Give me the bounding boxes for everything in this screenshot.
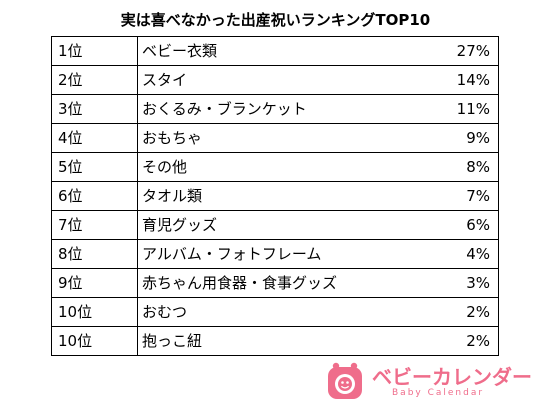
table-row: 8位 アルバム・フォトフレーム 4% xyxy=(51,239,499,269)
table-row: 4位 おもちゃ 9% xyxy=(51,123,499,153)
table-row: 1位 ベビー衣類 27% xyxy=(51,36,499,66)
ranking-table-body: 1位 ベビー衣類 27% 2位 スタイ 14% 3位 おくるみ・ブランケット 11% 4位 おもちゃ… xyxy=(51,36,499,356)
table-row: 10位 抱っこ紐 2% xyxy=(51,326,499,356)
brand-logo: ベビーカレンダー Baby Calendar xyxy=(326,357,532,405)
percent-cell: 7% xyxy=(390,181,499,211)
item-cell: 赤ちゃん用食器・食事グッズ xyxy=(137,268,390,298)
baby-calendar-logo-icon xyxy=(328,362,362,399)
percent-cell: 27% xyxy=(390,36,499,66)
percent-cell: 6% xyxy=(390,210,499,240)
percent-cell: 2% xyxy=(390,297,499,327)
percent-cell: 11% xyxy=(390,94,499,124)
item-cell: アルバム・フォトフレーム xyxy=(137,239,390,269)
item-cell: タオル類 xyxy=(137,181,390,211)
rank-cell: 9位 xyxy=(51,268,138,298)
percent-cell: 3% xyxy=(390,268,499,298)
percent-cell: 4% xyxy=(390,239,499,269)
rank-cell: 2位 xyxy=(51,65,138,95)
rank-cell: 5位 xyxy=(51,152,138,182)
item-cell: 育児グッズ xyxy=(137,210,390,240)
rank-cell: 10位 xyxy=(51,326,138,356)
item-cell: 抱っこ紐 xyxy=(137,326,390,356)
item-cell: ベビー衣類 xyxy=(137,36,390,66)
table-row: 3位 おくるみ・ブランケット 11% xyxy=(51,94,499,124)
item-cell: おもちゃ xyxy=(137,123,390,153)
table-row: 7位 育児グッズ 6% xyxy=(51,210,499,240)
logo-main-text: ベビーカレンダー xyxy=(372,365,532,389)
logo-sub-text: Baby Calendar xyxy=(392,388,485,398)
rank-cell: 4位 xyxy=(51,123,138,153)
item-cell: その他 xyxy=(137,152,390,182)
table-row: 5位 その他 8% xyxy=(51,152,499,182)
rank-cell: 3位 xyxy=(51,94,138,124)
table-row: 10位 おむつ 2% xyxy=(51,297,499,327)
rank-cell: 1位 xyxy=(51,36,138,66)
rank-cell: 6位 xyxy=(51,181,138,211)
table-row: 9位 赤ちゃん用食器・食事グッズ 3% xyxy=(51,268,499,298)
rank-cell: 8位 xyxy=(51,239,138,269)
item-cell: スタイ xyxy=(137,65,390,95)
rank-cell: 7位 xyxy=(51,210,138,240)
percent-cell: 14% xyxy=(390,65,499,95)
table-row: 6位 タオル類 7% xyxy=(51,181,499,211)
table-row: 2位 スタイ 14% xyxy=(51,65,499,95)
item-cell: おくるみ・ブランケット xyxy=(137,94,390,124)
percent-cell: 9% xyxy=(390,123,499,153)
chart-title: 実は喜べなかった出産祝いランキングTOP10 xyxy=(120,11,431,29)
percent-cell: 2% xyxy=(390,326,499,356)
ranking-table: 1位 ベビー衣類 27% 2位 スタイ 14% 3位 おくるみ・ブランケット 11% 4位 おもちゃ… xyxy=(51,36,499,356)
item-cell: おむつ xyxy=(137,297,390,327)
percent-cell: 8% xyxy=(390,152,499,182)
rank-cell: 10位 xyxy=(51,297,138,327)
